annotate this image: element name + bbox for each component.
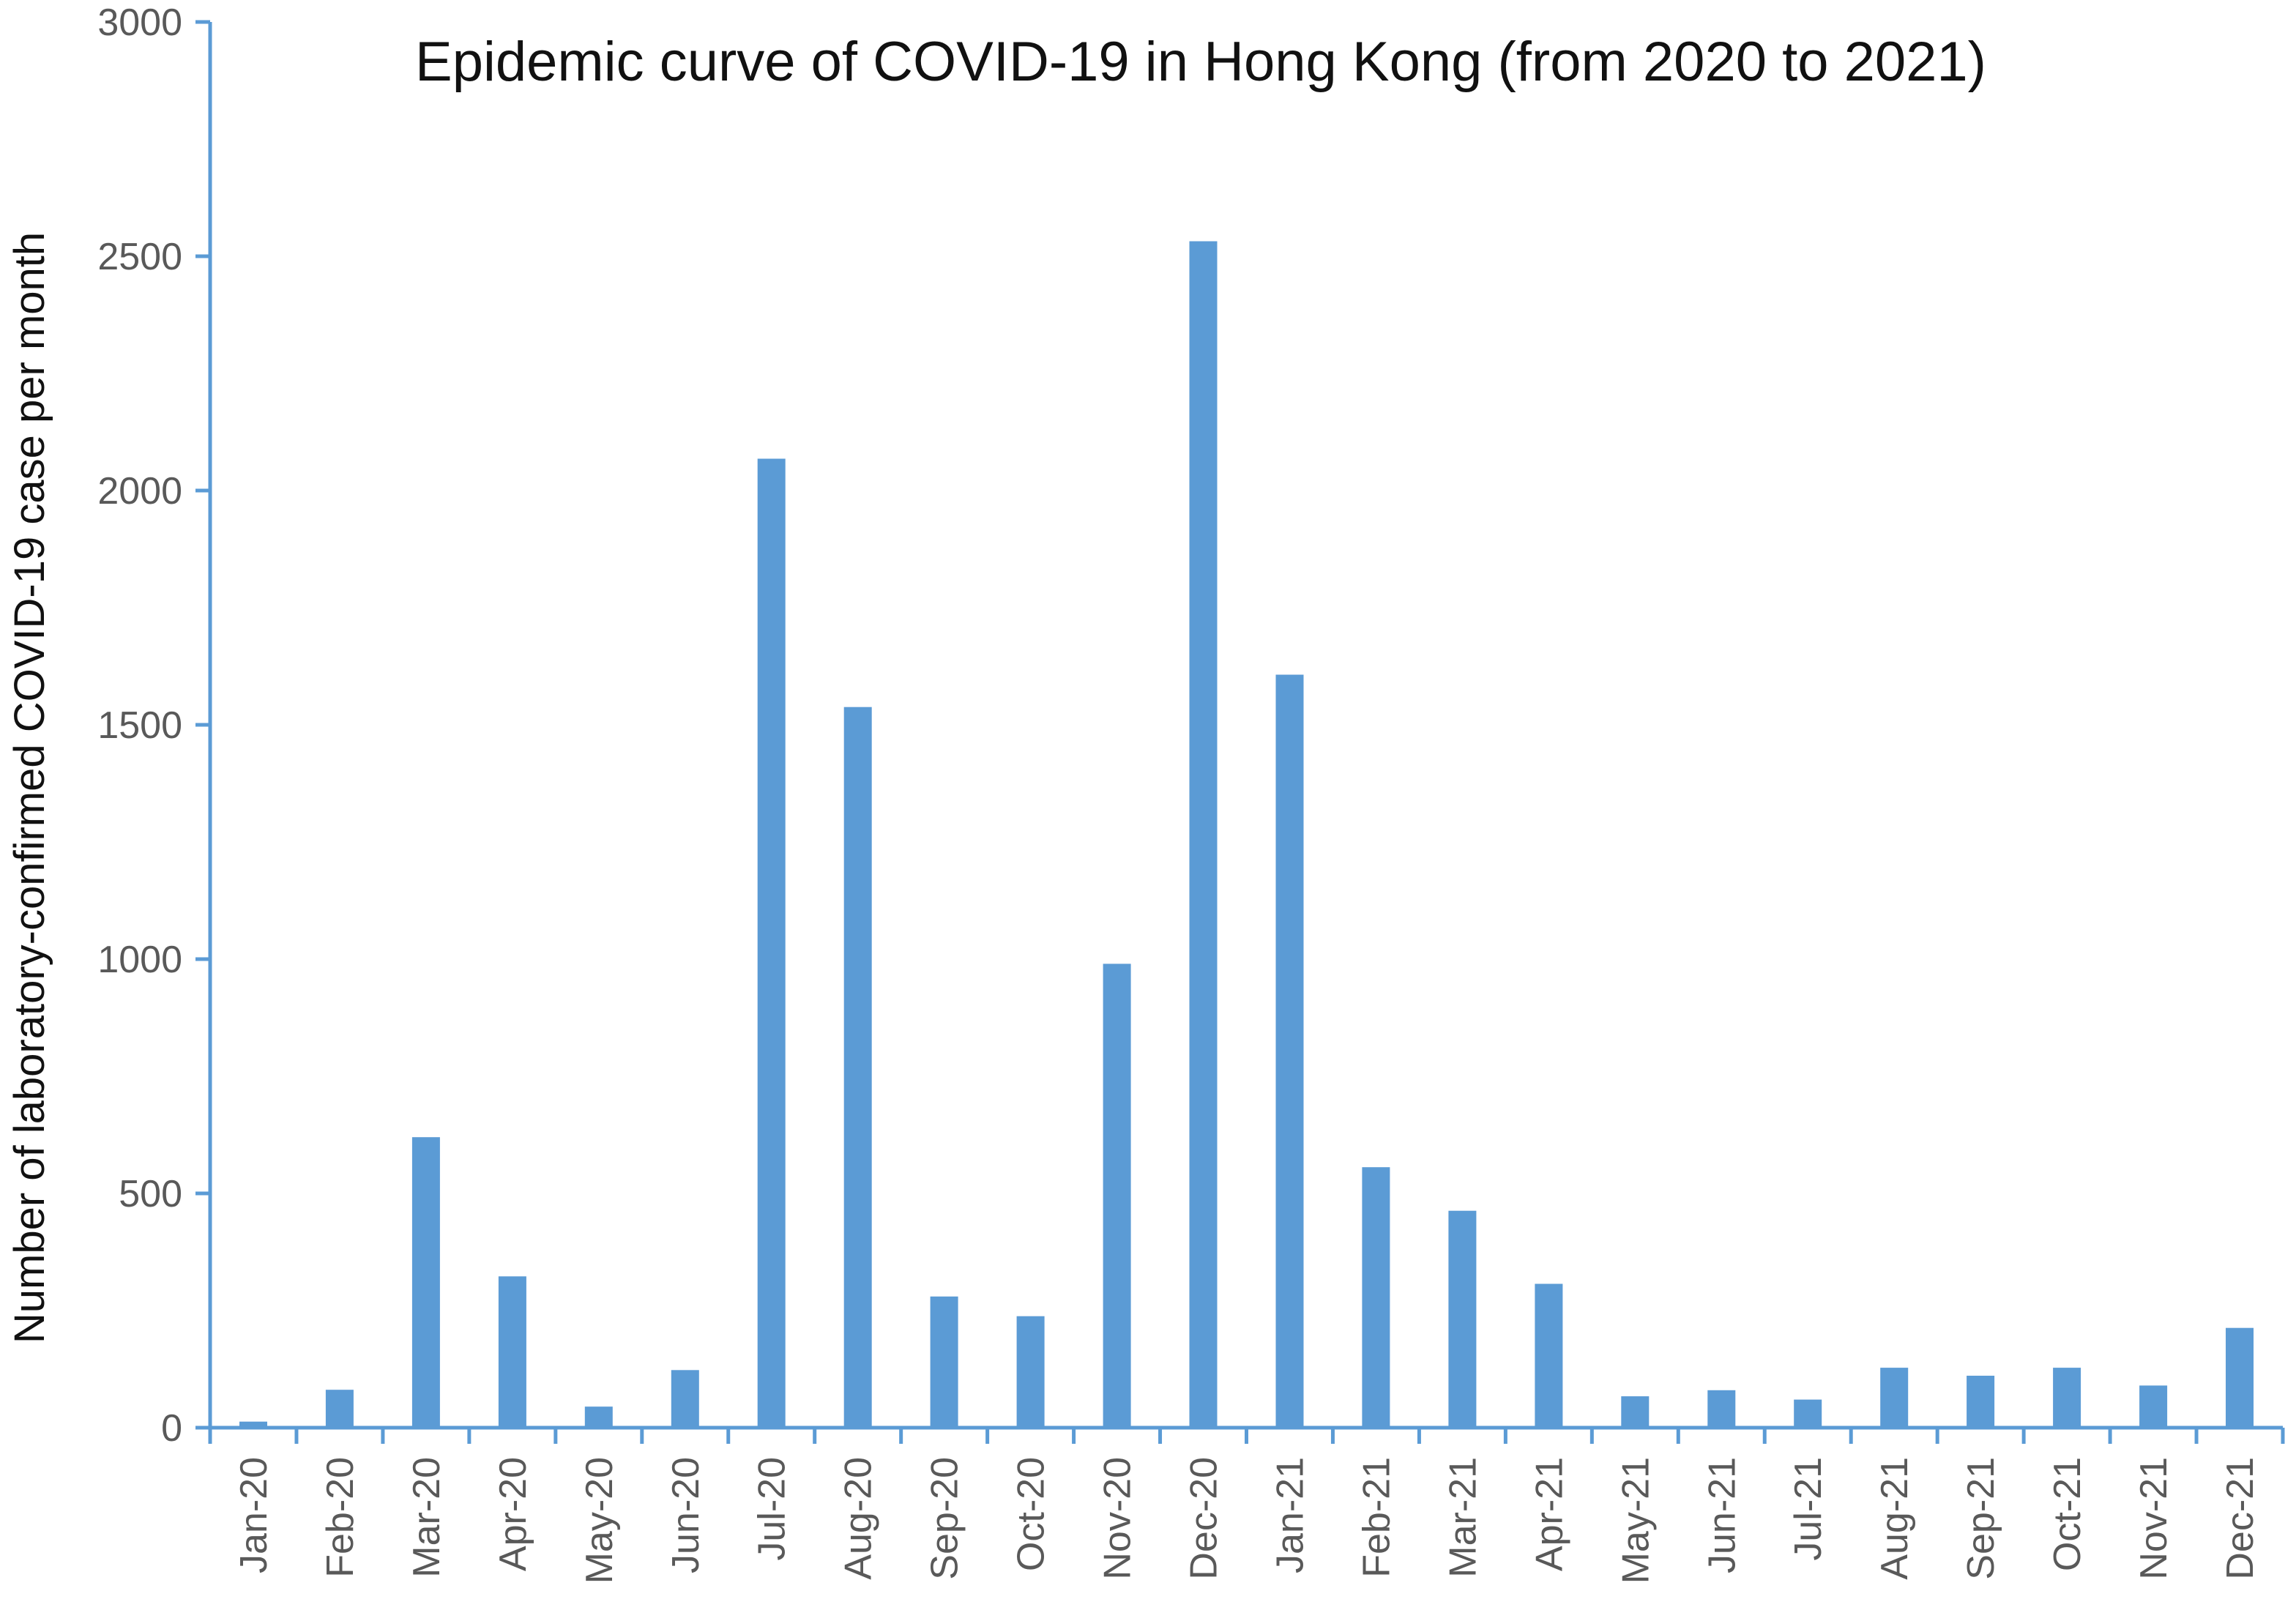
x-tick-label: Jan-21 (1270, 1457, 1312, 1573)
bar-dec-20 (1189, 241, 1218, 1428)
y-axis-label: Number of laboratory-confirmed COVID-19 … (6, 232, 53, 1343)
x-tick-label: Sep-20 (924, 1457, 966, 1580)
y-tick-label: 2500 (97, 236, 182, 278)
bar-oct-20 (1016, 1316, 1045, 1428)
y-tick-label: 0 (161, 1407, 182, 1450)
bar-oct-21 (2053, 1368, 2081, 1428)
x-tick-labels: Jan-20 Feb-20 Mar-20 Apr-20 May-20 Jun-20 Jul-… (233, 1457, 2262, 1584)
bar-nov-20 (1103, 964, 1131, 1428)
bar-jun-20 (671, 1370, 699, 1428)
bar-nov-21 (2139, 1385, 2168, 1428)
x-tick-label: Apr-20 (492, 1457, 534, 1571)
axes-layer (195, 20, 2285, 1444)
x-tick-label: May-20 (578, 1457, 621, 1584)
x-tick-label: Jan-20 (233, 1457, 275, 1573)
y-tick-label: 2000 (97, 470, 182, 513)
y-tick-label: 500 (119, 1173, 182, 1215)
x-tick-label: Nov-21 (2133, 1457, 2175, 1580)
x-tick-label: Apr-21 (1528, 1457, 1570, 1571)
x-tick-label: Dec-20 (1183, 1457, 1226, 1580)
bar-aug-20 (843, 707, 872, 1428)
bar-mar-21 (1448, 1210, 1477, 1428)
bar-mar-20 (411, 1137, 440, 1428)
y-tick-label: 1000 (97, 939, 182, 981)
x-tick-label: Mar-21 (1442, 1457, 1484, 1578)
x-tick-label: Feb-20 (319, 1457, 362, 1578)
x-tick-label: Jul-21 (1787, 1457, 1830, 1561)
bar-jan-20 (239, 1421, 267, 1428)
x-tick-label: Jul-20 (751, 1457, 794, 1561)
y-tick-label: 3000 (97, 1, 182, 44)
bar-sep-20 (930, 1296, 958, 1428)
bar-jun-21 (1707, 1390, 1736, 1428)
x-tick-label: Jun-20 (665, 1457, 707, 1573)
bar-feb-21 (1362, 1167, 1390, 1428)
x-tick-label: May-21 (1614, 1457, 1657, 1584)
y-tick-label: 1500 (97, 704, 182, 747)
bar-jan-21 (1275, 674, 1304, 1428)
x-tick-label: Aug-20 (838, 1457, 880, 1580)
x-tick-label: Feb-21 (1355, 1457, 1398, 1578)
bar-jul-20 (757, 458, 786, 1428)
bar-jul-21 (1794, 1399, 1822, 1428)
y-tick-labels: 0 500 1000 1500 2000 2500 3000 (97, 1, 182, 1450)
x-tick-label: Nov-20 (1097, 1457, 1139, 1580)
x-tick-label: Oct-21 (2046, 1457, 2089, 1571)
chart-title: Epidemic curve of COVID-19 in Hong Kong … (415, 31, 1986, 93)
x-tick-label: Mar-20 (406, 1457, 448, 1578)
x-tick-label: Sep-21 (1960, 1457, 2002, 1580)
bar-apr-20 (498, 1276, 526, 1428)
bars-layer (239, 241, 2254, 1428)
bar-dec-21 (2226, 1327, 2254, 1428)
bar-feb-20 (325, 1390, 354, 1428)
bar-apr-21 (1535, 1283, 1563, 1428)
x-tick-label: Dec-21 (2219, 1457, 2262, 1580)
bar-may-20 (584, 1406, 613, 1428)
x-tick-label: Aug-21 (1874, 1457, 1916, 1580)
bar-may-21 (1621, 1396, 1650, 1428)
bar-aug-21 (1880, 1368, 1909, 1428)
x-tick-label: Jun-21 (1701, 1457, 1743, 1573)
bar-sep-21 (1967, 1376, 1995, 1428)
x-tick-label: Oct-20 (1010, 1457, 1053, 1571)
